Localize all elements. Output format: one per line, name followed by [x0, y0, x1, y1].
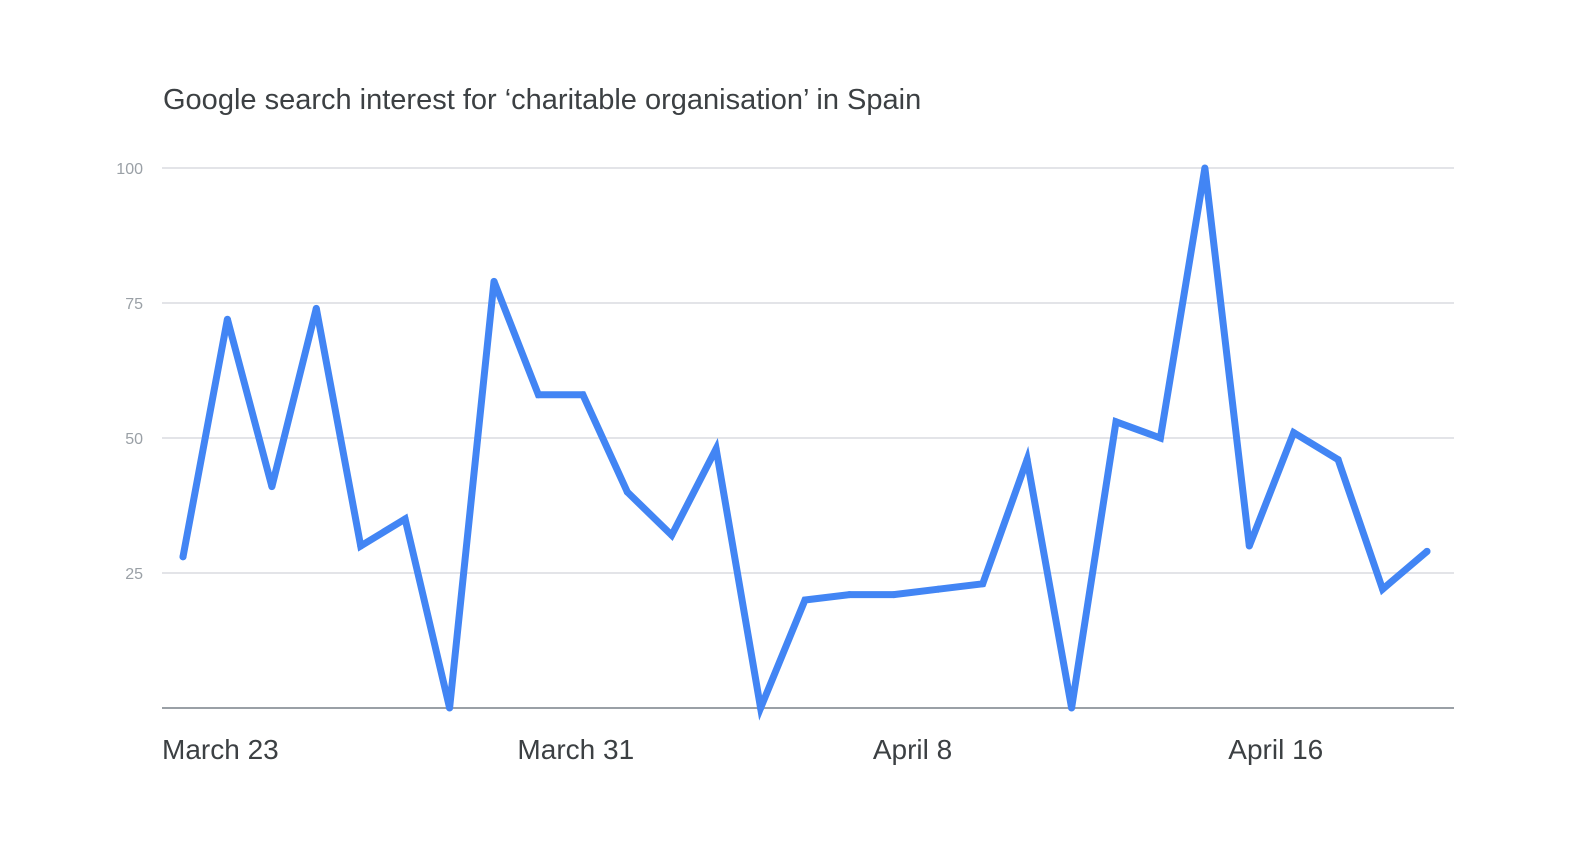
data-point [1379, 585, 1387, 593]
data-point [1201, 164, 1209, 172]
data-point [579, 391, 587, 399]
x-tick-label: April 8 [873, 734, 952, 765]
y-tick-label: 25 [125, 566, 143, 583]
data-point [757, 704, 765, 712]
x-axis: March 23 March 31 April 8 April 16 [162, 734, 1323, 765]
data-point [668, 531, 676, 539]
x-tick-label: April 16 [1228, 734, 1323, 765]
data-point [1290, 429, 1298, 437]
data-point [1023, 456, 1031, 464]
data-point [1112, 418, 1120, 426]
data-point [401, 515, 409, 523]
data-point [890, 591, 898, 599]
data-point [845, 591, 853, 599]
data-point [223, 315, 231, 323]
chart-title: Google search interest for ‘charitable o… [163, 84, 921, 116]
data-point [179, 553, 187, 561]
data-point [801, 596, 809, 604]
data-point [312, 304, 320, 312]
x-tick-label: March 23 [162, 734, 279, 765]
data-point [1245, 542, 1253, 550]
y-tick-label: 75 [125, 296, 143, 313]
data-point [1156, 434, 1164, 442]
data-point [1423, 547, 1431, 555]
y-axis: 25 50 75 100 [116, 161, 143, 583]
x-tick-label: March 31 [517, 734, 634, 765]
y-tick-label: 100 [116, 161, 143, 178]
data-point [534, 391, 542, 399]
data-point [490, 277, 498, 285]
data-point [712, 445, 720, 453]
data-point [934, 585, 942, 593]
data-point [623, 488, 631, 496]
data-point [979, 580, 987, 588]
series-group [179, 164, 1431, 721]
data-point [268, 483, 276, 491]
y-tick-label: 50 [125, 431, 143, 448]
data-point [1334, 456, 1342, 464]
data-point [446, 704, 454, 712]
data-point [1068, 704, 1076, 712]
data-point [357, 542, 365, 550]
